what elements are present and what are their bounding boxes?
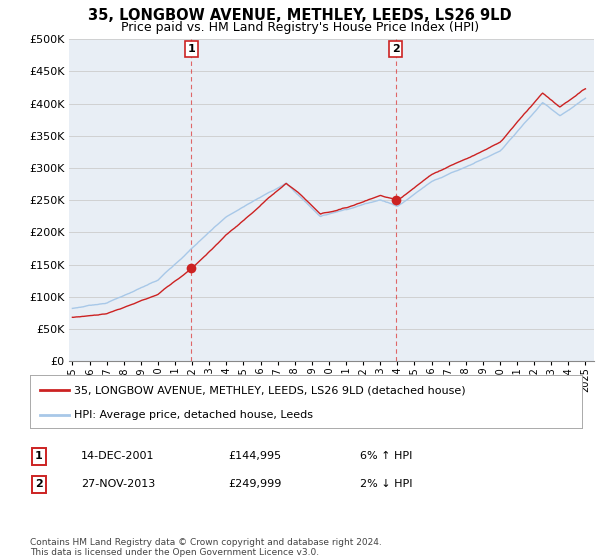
Text: Price paid vs. HM Land Registry's House Price Index (HPI): Price paid vs. HM Land Registry's House … <box>121 21 479 34</box>
Text: 2% ↓ HPI: 2% ↓ HPI <box>360 479 413 489</box>
Text: £144,995: £144,995 <box>228 451 281 461</box>
Text: 1: 1 <box>187 44 195 54</box>
Text: 2: 2 <box>35 479 43 489</box>
Text: 14-DEC-2001: 14-DEC-2001 <box>81 451 155 461</box>
Text: 27-NOV-2013: 27-NOV-2013 <box>81 479 155 489</box>
Text: 6% ↑ HPI: 6% ↑ HPI <box>360 451 412 461</box>
Text: 1: 1 <box>35 451 43 461</box>
Text: HPI: Average price, detached house, Leeds: HPI: Average price, detached house, Leed… <box>74 410 313 420</box>
Text: 35, LONGBOW AVENUE, METHLEY, LEEDS, LS26 9LD: 35, LONGBOW AVENUE, METHLEY, LEEDS, LS26… <box>88 8 512 24</box>
Text: 35, LONGBOW AVENUE, METHLEY, LEEDS, LS26 9LD (detached house): 35, LONGBOW AVENUE, METHLEY, LEEDS, LS26… <box>74 385 466 395</box>
Text: £249,999: £249,999 <box>228 479 281 489</box>
Text: Contains HM Land Registry data © Crown copyright and database right 2024.
This d: Contains HM Land Registry data © Crown c… <box>30 538 382 557</box>
Text: 2: 2 <box>392 44 400 54</box>
